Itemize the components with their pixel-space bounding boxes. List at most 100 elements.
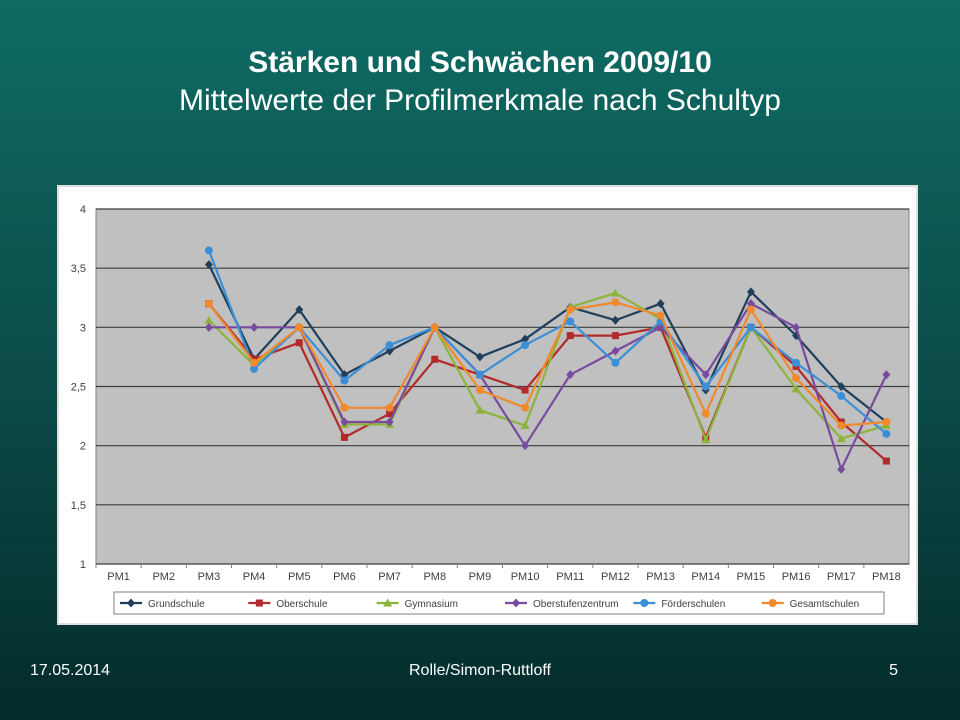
data-point — [611, 315, 620, 325]
data-point — [566, 332, 574, 340]
x-tick-label: PM1 — [107, 571, 130, 583]
x-tick-label: PM2 — [152, 571, 175, 583]
data-point — [837, 382, 846, 391]
data-point — [566, 370, 575, 380]
x-tick-label: PM14 — [691, 571, 720, 583]
data-point — [521, 386, 529, 394]
series-line — [207, 264, 888, 423]
data-point — [882, 418, 891, 426]
x-tick-label: PM6 — [333, 571, 356, 583]
data-point — [475, 386, 484, 395]
data-point — [340, 376, 349, 385]
data-point — [791, 384, 801, 393]
footer-authors: Rolle/Simon-Ruttloff — [409, 662, 551, 679]
x-tick-label: PM10 — [511, 571, 540, 583]
x-tick-label: PM5 — [288, 571, 311, 583]
y-tick-label: 2 — [80, 441, 86, 453]
data-point — [385, 417, 394, 427]
series-line — [208, 301, 887, 427]
data-point — [430, 323, 439, 332]
data-point — [340, 403, 349, 412]
data-point — [701, 409, 710, 418]
legend-label: Grundschule — [148, 599, 205, 610]
data-point — [837, 391, 846, 400]
data-point — [475, 405, 485, 414]
x-tick-label: PM12 — [601, 571, 630, 583]
data-point — [837, 464, 846, 474]
data-point — [340, 370, 349, 380]
y-tick-label: 3 — [80, 322, 86, 334]
series-line — [208, 302, 888, 462]
y-tick-label: 2,5 — [71, 382, 86, 394]
x-tick-label: PM11 — [556, 571, 584, 583]
legend-item: Oberstufenzentrum — [505, 598, 619, 610]
legend-label: Förderschulen — [661, 599, 725, 610]
slide-title: Stärken und Schwächen 2009/10 — [248, 46, 712, 79]
legend-marker — [383, 598, 393, 607]
data-point — [792, 358, 801, 367]
data-point — [837, 421, 846, 430]
legend-label: Oberschule — [276, 599, 328, 610]
legend-marker — [127, 598, 135, 608]
chart-panel: 1 1,5 2 2,5 3 3,5 4 PM1 PM2 PM3 PM4 PM5 PM6 PM7 PM8 PM9… — [57, 185, 918, 625]
data-point — [792, 374, 801, 383]
data-point — [295, 323, 304, 332]
data-point — [611, 346, 620, 356]
data-point — [610, 288, 620, 297]
data-point — [204, 246, 213, 255]
data-point — [611, 298, 620, 307]
data-point — [250, 358, 259, 367]
data-point — [701, 382, 710, 391]
data-point — [204, 315, 214, 324]
data-point — [882, 429, 891, 438]
data-point — [204, 299, 213, 308]
series-gesamtschulen — [204, 298, 891, 430]
legend-marker — [768, 599, 777, 607]
data-point — [792, 322, 801, 332]
data-point — [431, 355, 439, 363]
legend-item: Grundschule — [120, 598, 205, 610]
legend-item: Oberschule — [248, 599, 328, 610]
data-point — [882, 457, 890, 465]
data-point — [385, 403, 394, 412]
data-point — [836, 434, 846, 443]
data-point — [475, 370, 484, 379]
legend-label: Gesamtschulen — [790, 599, 859, 610]
y-tick-label: 1,5 — [71, 500, 86, 512]
footer-date: 17.05.2014 — [30, 662, 111, 679]
x-tick-label: PM16 — [782, 571, 811, 583]
data-point — [566, 317, 575, 326]
legend-marker — [255, 599, 263, 607]
legend-item: Gymnasium — [376, 598, 458, 610]
legend-label: Oberstufenzentrum — [533, 599, 619, 610]
y-tick-label: 4 — [80, 204, 86, 216]
x-tick-label: PM8 — [423, 571, 446, 583]
data-point — [656, 322, 665, 332]
data-point — [295, 339, 303, 347]
legend-label: Gymnasium — [405, 599, 458, 610]
line-chart: 1 1,5 2 2,5 3 3,5 4 PM1 PM2 PM3 PM4 PM5 PM6 PM7 PM8 PM9… — [57, 185, 918, 625]
data-point — [566, 305, 575, 314]
footer-page-number: 5 — [889, 662, 898, 679]
data-point — [701, 370, 710, 380]
legend-marker — [640, 599, 649, 607]
data-point — [204, 260, 213, 270]
x-tick-label: PM9 — [469, 571, 492, 583]
x-tick-label: PM17 — [827, 571, 856, 583]
x-tick-label: PM18 — [872, 571, 901, 583]
data-point — [746, 323, 755, 332]
x-tick-label: PM3 — [198, 571, 221, 583]
y-tick-label: 1 — [80, 559, 86, 571]
data-point — [521, 403, 530, 412]
data-point — [521, 334, 530, 344]
data-point — [340, 433, 348, 441]
data-point — [204, 322, 213, 332]
data-point — [521, 441, 530, 451]
data-point — [520, 421, 530, 430]
legend-item: Förderschulen — [633, 599, 725, 610]
y-tick-label: 3,5 — [71, 263, 86, 275]
legend-item: Gesamtschulen — [761, 599, 859, 610]
data-point — [746, 305, 755, 314]
data-point — [295, 305, 304, 315]
data-point — [746, 299, 755, 309]
